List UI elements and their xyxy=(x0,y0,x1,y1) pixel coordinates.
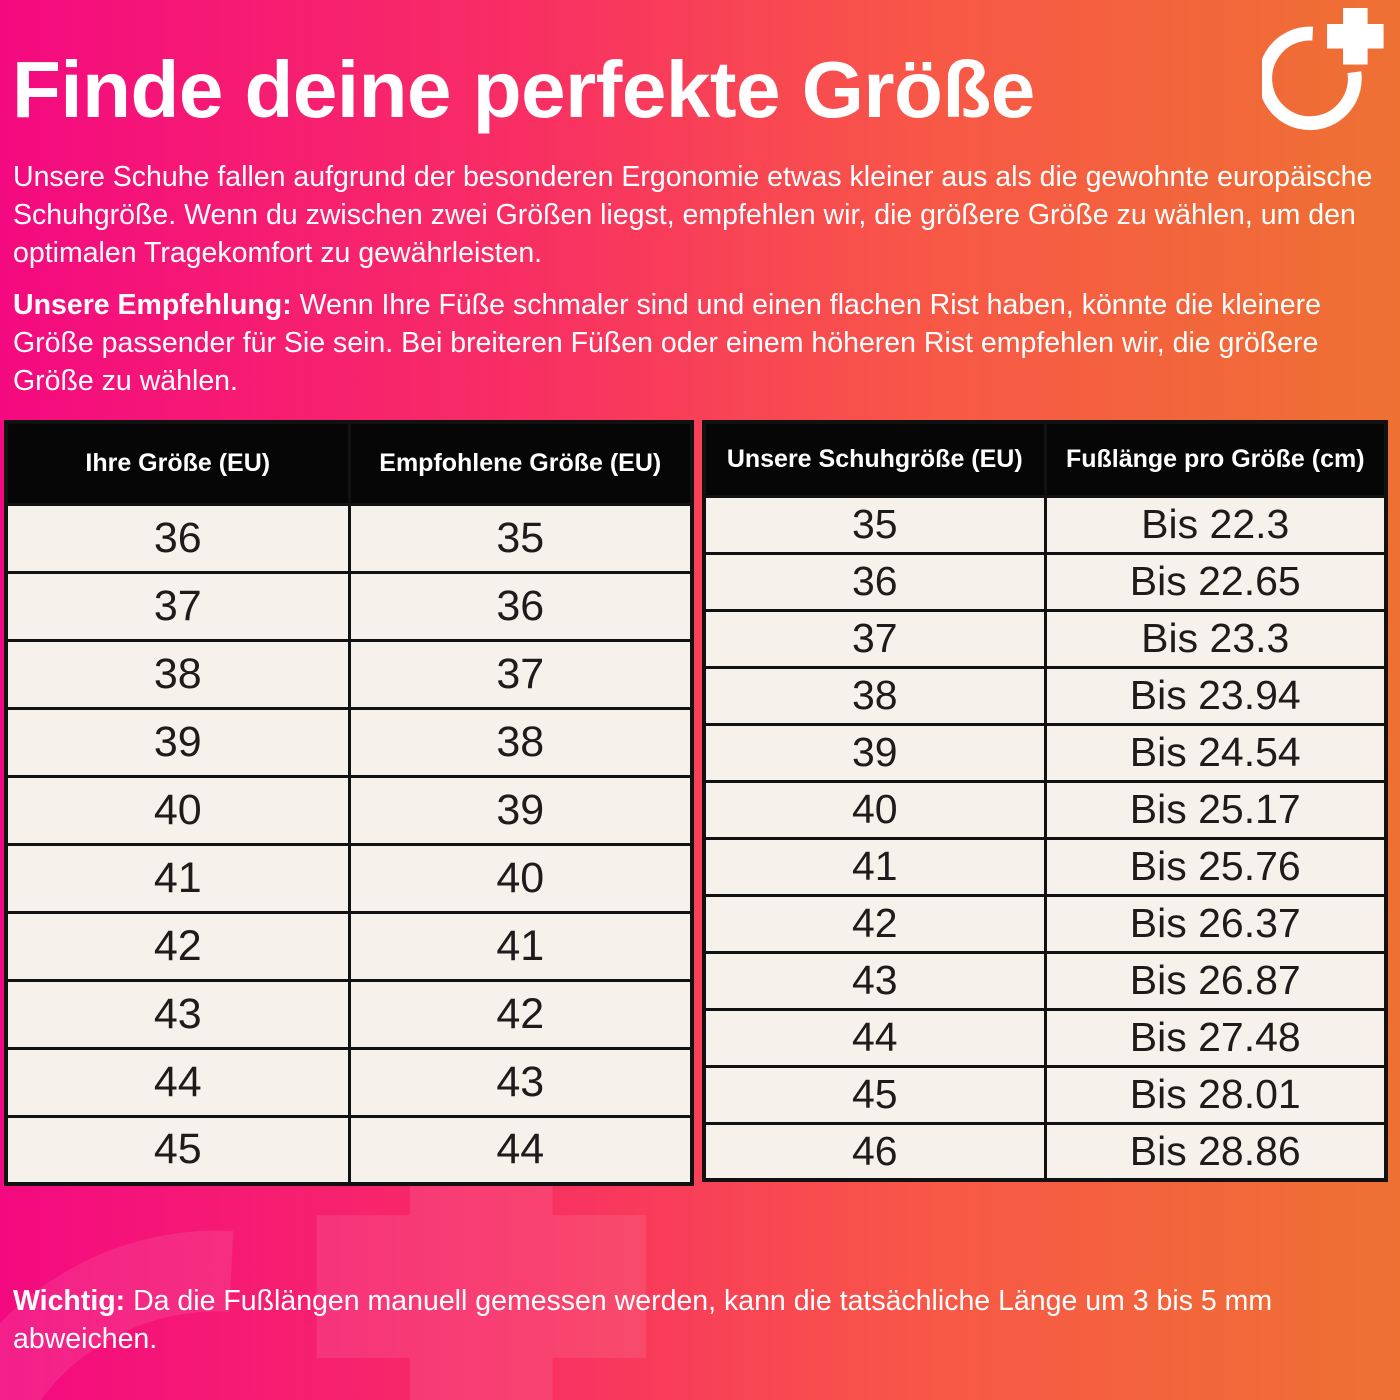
table-row: 39 38 xyxy=(4,706,694,778)
table-cell: 42 xyxy=(702,893,1047,954)
table-row: 40 Bis 25.17 xyxy=(702,779,1388,840)
table-cell: 39 xyxy=(4,706,351,778)
foot-length-table: Unsere Schuhgröße (EU) Fußlänge pro Größ… xyxy=(702,420,1388,1182)
recommendation-body: Wenn Ihre Füße schmaler sind und einen f… xyxy=(13,289,1321,398)
table-cell: Bis 26.87 xyxy=(1043,950,1388,1011)
circle-plus-icon xyxy=(1262,8,1384,131)
table-row: 44 Bis 27.48 xyxy=(702,1007,1388,1068)
table-cell: 39 xyxy=(347,774,694,846)
table-header-row: Ihre Größe (EU) Empfohlene Größe (EU) xyxy=(4,420,694,506)
intro-text: Unsere Schuhe fallen aufgrund der besond… xyxy=(13,161,1373,270)
table-cell: Bis 27.48 xyxy=(1043,1007,1388,1068)
important-note: Wichtig: Da die Fußlängen manuell gemess… xyxy=(13,1282,1361,1358)
table-cell: 44 xyxy=(702,1007,1047,1068)
column-header-your-size: Ihre Größe (EU) xyxy=(4,420,351,506)
table-cell: Bis 23.3 xyxy=(1043,608,1388,669)
table-row: 42 41 xyxy=(4,910,694,982)
table-row: 45 44 xyxy=(4,1114,694,1186)
table-cell: 40 xyxy=(347,842,694,914)
table-cell: 42 xyxy=(347,978,694,1050)
table-cell: 46 xyxy=(702,1121,1047,1182)
column-header-shoe-size: Unsere Schuhgröße (EU) xyxy=(702,420,1047,498)
table-cell: Bis 25.76 xyxy=(1043,836,1388,897)
recommendation-label: Unsere Empfehlung: xyxy=(13,289,292,321)
table-cell: 40 xyxy=(702,779,1047,840)
table-row: 38 37 xyxy=(4,638,694,710)
table-row: 37 Bis 23.3 xyxy=(702,608,1388,669)
table-row: 38 Bis 23.94 xyxy=(702,665,1388,726)
table-row: 41 Bis 25.76 xyxy=(702,836,1388,897)
important-note-label: Wichtig: xyxy=(13,1285,126,1317)
table-row: 41 40 xyxy=(4,842,694,914)
table-row: 37 36 xyxy=(4,570,694,642)
your-size-table: Ihre Größe (EU) Empfohlene Größe (EU) 36… xyxy=(4,420,694,1186)
table-cell: 38 xyxy=(347,706,694,778)
table-cell: 40 xyxy=(4,774,351,846)
table-cell: 35 xyxy=(347,502,694,574)
recommendation-text: Unsere Empfehlung: Wenn Ihre Füße schmal… xyxy=(13,286,1385,401)
table-row: 39 Bis 24.54 xyxy=(702,722,1388,783)
table-cell: 43 xyxy=(347,1046,694,1118)
table-cell: Bis 24.54 xyxy=(1043,722,1388,783)
table-cell: Bis 25.17 xyxy=(1043,779,1388,840)
table-cell: 39 xyxy=(702,722,1047,783)
table-cell: 41 xyxy=(347,910,694,982)
table-cell: Bis 22.3 xyxy=(1043,494,1388,555)
column-header-foot-length: Fußlänge pro Größe (cm) xyxy=(1043,420,1388,498)
table-cell: 44 xyxy=(4,1046,351,1118)
table-row: 44 43 xyxy=(4,1046,694,1118)
table-row: 42 Bis 26.37 xyxy=(702,893,1388,954)
table-cell: 43 xyxy=(702,950,1047,1011)
page-title: Finde deine perfekte Größe xyxy=(12,45,1035,134)
column-header-recommended-size: Empfohlene Größe (EU) xyxy=(347,420,694,506)
table-cell: Bis 28.86 xyxy=(1043,1121,1388,1182)
table-cell: 42 xyxy=(4,910,351,982)
table-cell: 37 xyxy=(4,570,351,642)
table-cell: 45 xyxy=(4,1114,351,1186)
table-cell: 37 xyxy=(702,608,1047,669)
table-cell: 35 xyxy=(702,494,1047,555)
table-row: 45 Bis 28.01 xyxy=(702,1064,1388,1125)
table-row: 43 42 xyxy=(4,978,694,1050)
table-cell: 43 xyxy=(4,978,351,1050)
table-row: 46 Bis 28.86 xyxy=(702,1121,1388,1182)
table-cell: 41 xyxy=(702,836,1047,897)
table-cell: Bis 28.01 xyxy=(1043,1064,1388,1125)
table-header-row: Unsere Schuhgröße (EU) Fußlänge pro Größ… xyxy=(702,420,1388,498)
table-cell: 36 xyxy=(702,551,1047,612)
table-row: 40 39 xyxy=(4,774,694,846)
table-cell: Bis 22.65 xyxy=(1043,551,1388,612)
table-row: 35 Bis 22.3 xyxy=(702,494,1388,555)
table-cell: 38 xyxy=(4,638,351,710)
table-cell: 38 xyxy=(702,665,1047,726)
table-cell: 45 xyxy=(702,1064,1047,1125)
table-row: 36 35 xyxy=(4,502,694,574)
important-note-body: Da die Fußlängen manuell gemessen werden… xyxy=(13,1285,1273,1356)
table-cell: 41 xyxy=(4,842,351,914)
table-cell: Bis 23.94 xyxy=(1043,665,1388,726)
table-cell: 44 xyxy=(347,1114,694,1186)
table-cell: Bis 26.37 xyxy=(1043,893,1388,954)
table-row: 43 Bis 26.87 xyxy=(702,950,1388,1011)
table-cell: 36 xyxy=(347,570,694,642)
table-cell: 36 xyxy=(4,502,351,574)
table-cell: 37 xyxy=(347,638,694,710)
table-row: 36 Bis 22.65 xyxy=(702,551,1388,612)
